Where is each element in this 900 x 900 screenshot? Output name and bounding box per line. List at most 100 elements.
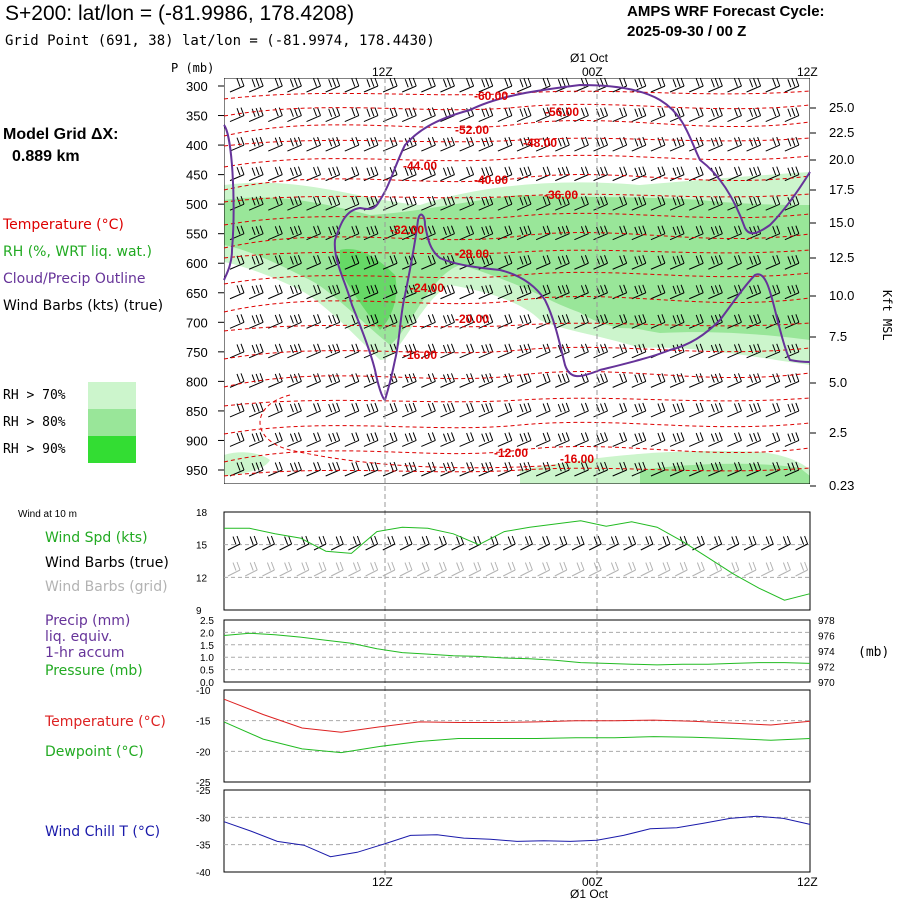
axis-tick-label: 1.0: [200, 653, 214, 664]
wind-barb-feather: [634, 197, 639, 206]
wind-barb: [402, 410, 417, 418]
wind-barb-grid-feather: [301, 562, 306, 571]
wind-barb-feather: [714, 196, 719, 205]
wind-barb-feather: [623, 195, 628, 205]
wind-barb-feather: [278, 255, 283, 264]
legend-rh70-label: RH > 70%: [3, 388, 66, 403]
wind-barb-feather: [336, 402, 341, 412]
wind-barb: [440, 85, 455, 93]
axis-tick-label: 0.5: [200, 666, 214, 677]
wind-barb-feather: [710, 108, 715, 117]
wind-barb: [459, 233, 474, 241]
wind-barb-feather: [772, 107, 777, 117]
wind-barb: [727, 440, 742, 447]
wind-barb: [287, 144, 302, 152]
wind-barb: [784, 85, 800, 93]
wind-barb-feather: [236, 403, 241, 412]
wind-barb-feather: [374, 432, 379, 441]
axis-tick-label: 0.0: [200, 678, 214, 689]
wind-barb-feather: [489, 402, 494, 412]
wind-barb: [402, 321, 417, 329]
wind-barb-feather: [580, 314, 585, 324]
wind-barb: [746, 85, 761, 93]
wind-barb: [229, 115, 245, 122]
wind-barb-feather: [542, 226, 547, 235]
contour-label: -52.00: [455, 123, 489, 137]
wind-barb-feather: [289, 79, 294, 88]
wind-barb-feather: [733, 167, 738, 176]
wind-barb-grid-feather: [266, 562, 271, 571]
wind-barb-feather: [787, 344, 792, 354]
wind-barb-feather: [236, 167, 241, 176]
wind-barb-feather: [297, 225, 302, 234]
wind-barb-feather: [255, 196, 260, 205]
wind-barb: [248, 469, 264, 477]
wind-barb-feather: [289, 344, 294, 354]
wind-barb-feather: [332, 285, 337, 294]
wind-barb-feather: [619, 167, 624, 176]
wind-barb-grid: [571, 569, 585, 577]
wind-barb-feather: [546, 314, 551, 323]
wind-barb-feather: [565, 314, 570, 323]
wind-barb-grid: [554, 569, 568, 577]
wind-barb: [708, 115, 723, 122]
wind-barb-feather: [718, 225, 723, 234]
wind-barb: [248, 262, 264, 270]
wind-barb-feather: [336, 166, 341, 175]
wind-barb-feather: [504, 226, 509, 235]
wind-barb-feather: [642, 255, 647, 264]
wind-barb: [459, 292, 474, 300]
wind-barb: [421, 380, 436, 388]
wind-barb-feather: [600, 285, 605, 294]
wind-barb-feather: [366, 374, 371, 383]
wind-barb: [516, 233, 532, 241]
wind-barb-feather: [676, 255, 681, 265]
wind-barb-true: [279, 543, 292, 551]
wind-barb-feather: [634, 138, 639, 147]
wind-barb: [612, 440, 627, 447]
wind-barb-feather: [351, 137, 356, 146]
wind-barb: [497, 351, 513, 359]
wind-barb-feather: [328, 344, 333, 354]
wind-barb-feather: [297, 373, 302, 382]
wind-barb-feather: [313, 167, 318, 176]
wind-barb-feather: [519, 167, 524, 176]
wind-barb-feather: [623, 166, 628, 175]
wind-barb-feather: [259, 225, 264, 234]
wind-barb-true-feather: [735, 535, 740, 545]
wind-barb-feather: [772, 344, 777, 353]
wind-barb-feather: [485, 373, 490, 383]
wind-barb: [555, 115, 570, 122]
wind-barb: [765, 410, 780, 418]
wind-barb: [669, 262, 685, 270]
wind-barb-feather: [604, 284, 609, 293]
wind-barb-feather: [508, 373, 513, 382]
wind-barb: [535, 233, 551, 241]
wind-barb: [325, 440, 340, 447]
time-label-top: 12Z: [372, 65, 393, 79]
wind-barb: [402, 233, 417, 241]
wind-barb: [325, 410, 340, 418]
wind-barb: [708, 410, 723, 418]
wind-barb-feather: [370, 137, 375, 146]
wind-barb-true-feather: [528, 535, 533, 545]
wind-barb-feather: [634, 108, 639, 117]
wind-barb: [612, 203, 627, 211]
wind-barb-feather: [431, 343, 436, 353]
wind-barb-feather: [431, 107, 436, 116]
wind-barb: [727, 203, 742, 211]
axis-tick-label: 978: [818, 616, 835, 627]
wind-barb-feather: [680, 373, 685, 382]
wind-barb-feather: [676, 403, 681, 412]
wind-barb-feather: [236, 462, 241, 471]
wind-barb-feather: [278, 284, 283, 293]
wind-barb-feather: [408, 314, 413, 324]
wind-barb-feather: [259, 136, 264, 146]
height-tick-label: 20.0: [829, 152, 854, 167]
wind-barb-feather: [393, 314, 398, 323]
wind-barb-feather: [366, 403, 371, 413]
wind-barb: [727, 174, 742, 182]
wind-barb-feather: [680, 314, 685, 323]
wind-barb-feather: [661, 432, 666, 441]
wind-barb-feather: [542, 167, 547, 176]
